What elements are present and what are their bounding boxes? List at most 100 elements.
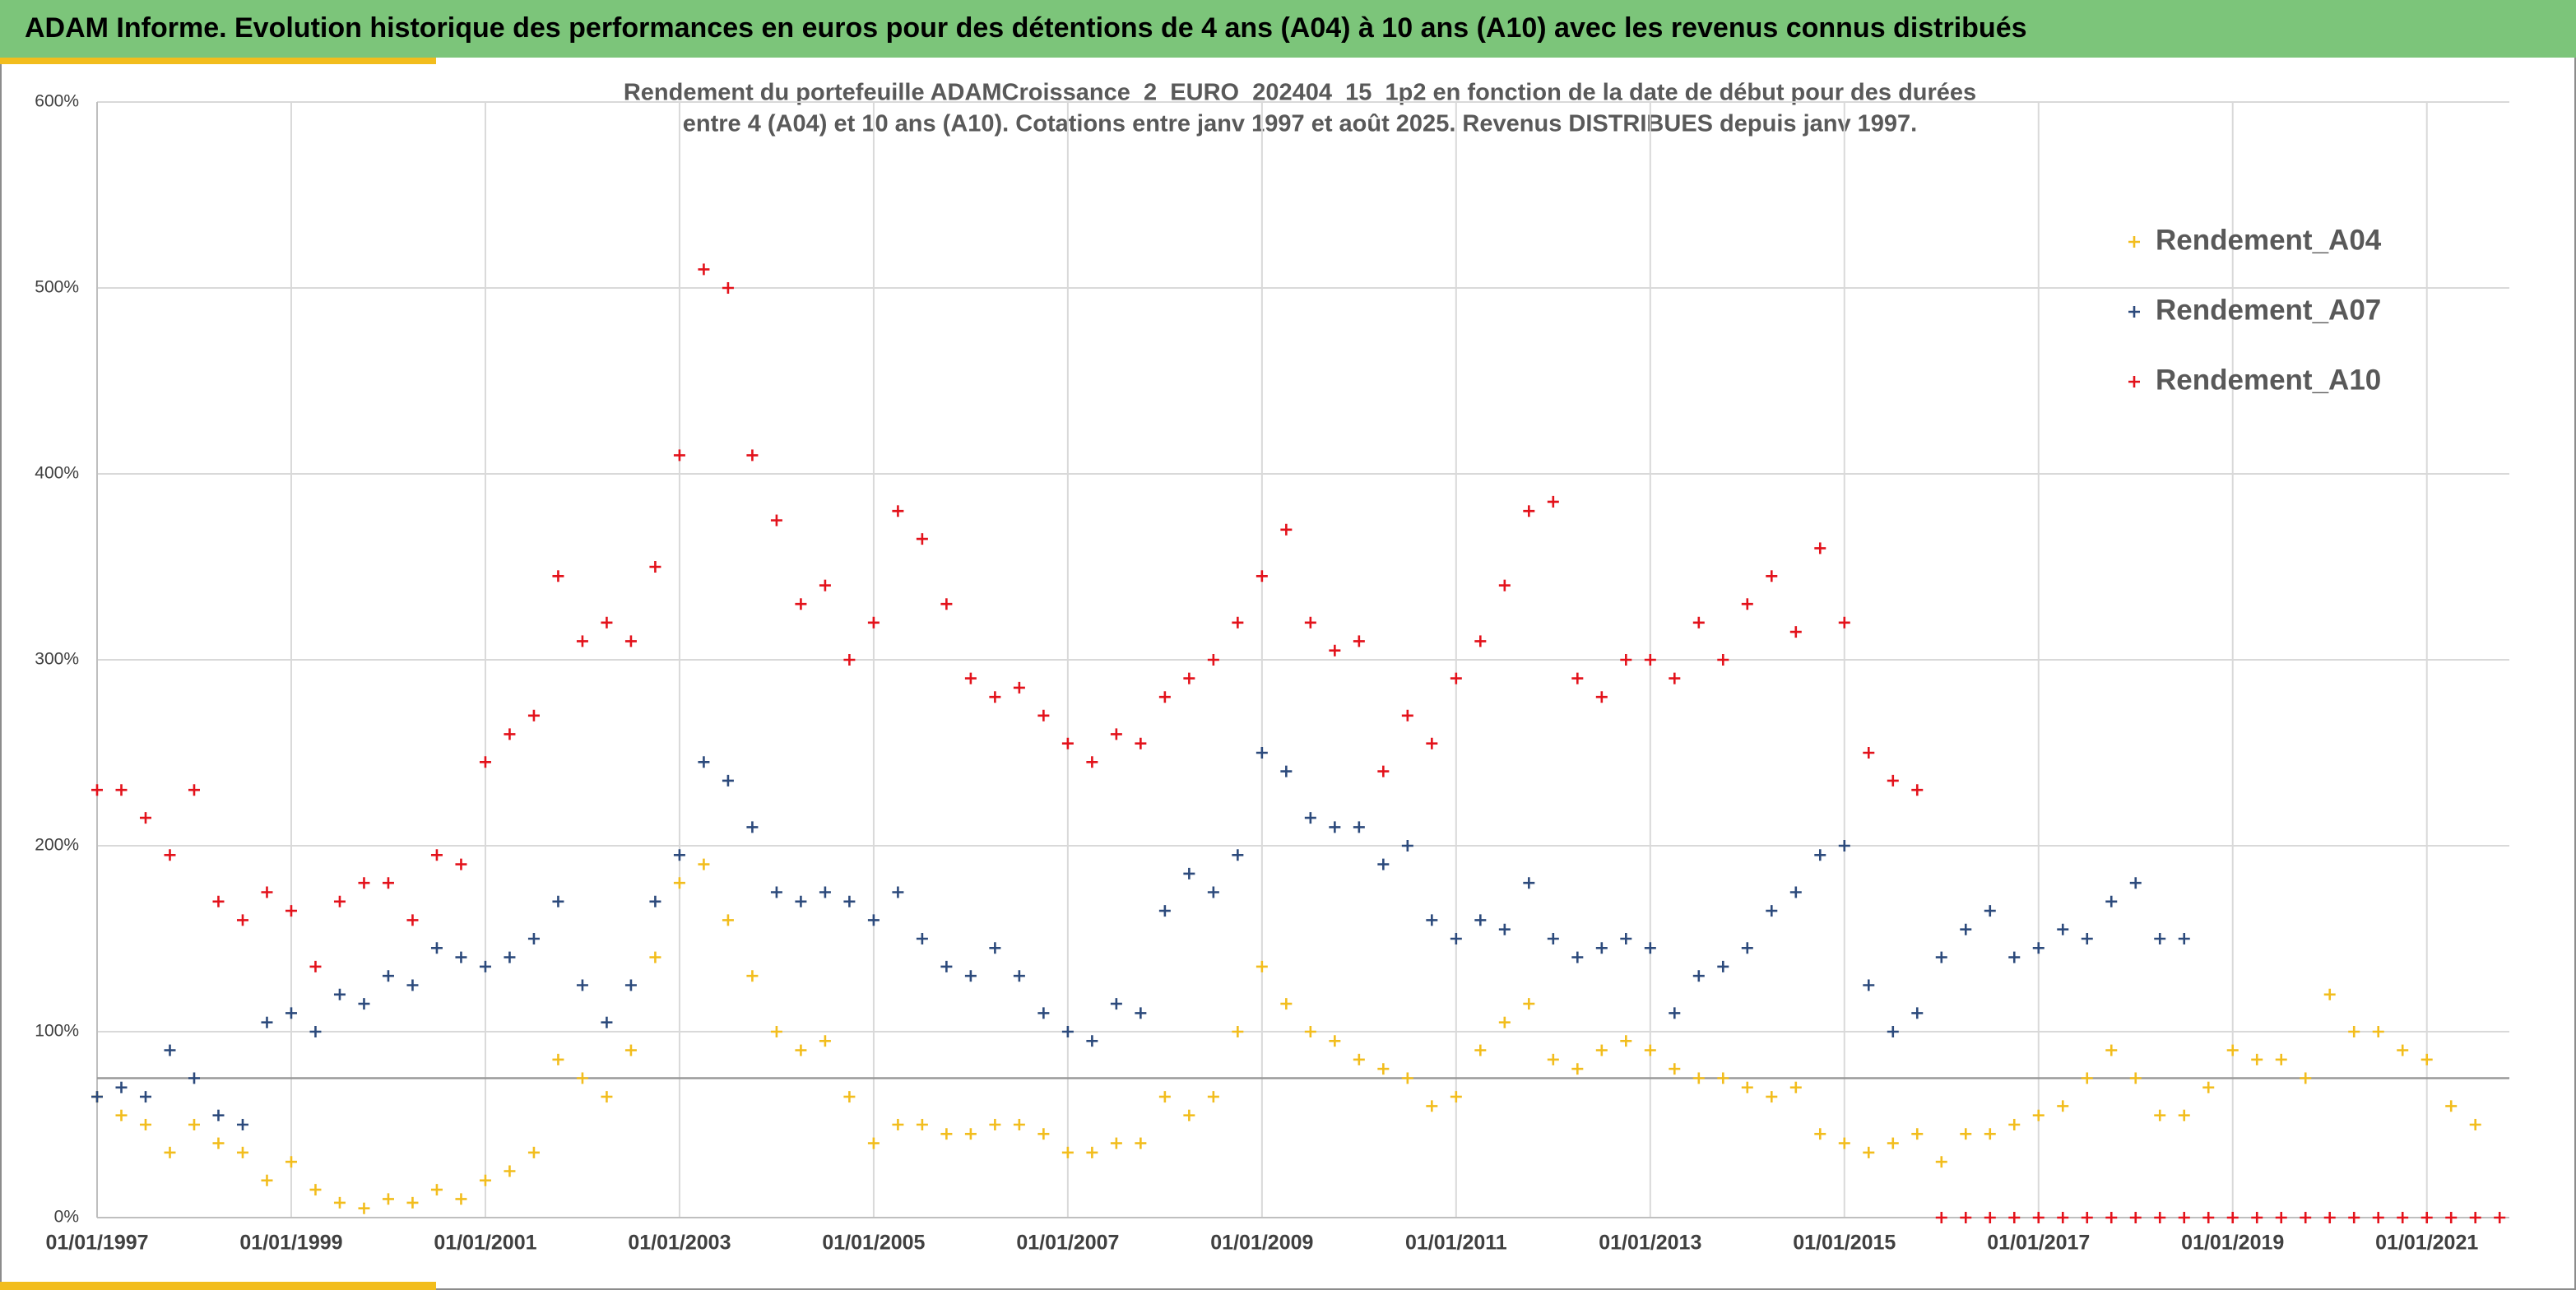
point [1547, 1053, 1559, 1065]
point [940, 598, 953, 610]
point [1766, 570, 1778, 582]
point [1061, 1026, 1074, 1037]
point [1037, 1128, 1050, 1140]
point [1814, 849, 1826, 861]
point [504, 1165, 516, 1177]
y-tick-label: 500% [35, 278, 79, 297]
point [649, 951, 661, 963]
point [188, 1119, 200, 1130]
point [1741, 942, 1753, 954]
point [1498, 923, 1511, 935]
point [1644, 942, 1656, 954]
point [261, 1174, 273, 1186]
point [115, 784, 128, 796]
point [1232, 1026, 1244, 1037]
point [1717, 654, 1729, 666]
point [285, 1156, 297, 1168]
point [795, 895, 807, 907]
y-tick-label: 600% [35, 92, 79, 111]
point [2323, 1212, 2336, 1223]
point [430, 942, 443, 954]
point [624, 1044, 637, 1056]
point [1498, 1016, 1511, 1028]
point [527, 933, 540, 944]
point [1353, 1053, 1365, 1065]
point [1789, 626, 1802, 638]
point [2154, 1109, 2166, 1121]
point [1086, 1146, 1098, 1158]
point [2372, 1212, 2384, 1223]
point [2032, 1212, 2045, 1223]
point [1450, 672, 1462, 684]
point [1256, 570, 1268, 582]
point [576, 1072, 588, 1084]
point [746, 821, 759, 833]
point [1984, 1128, 1996, 1140]
point [2081, 1212, 2093, 1223]
point [285, 1007, 297, 1019]
point [746, 970, 759, 982]
point [212, 895, 225, 907]
y-tick-label: 300% [35, 650, 79, 669]
point [1692, 616, 1705, 629]
point [649, 561, 661, 573]
point [989, 691, 1001, 703]
x-tick-label: 01/01/2021 [2375, 1232, 2478, 1255]
point [552, 570, 564, 582]
point [1353, 635, 1365, 647]
x-tick-label: 01/01/2001 [434, 1232, 536, 1255]
point [504, 728, 516, 740]
point [2469, 1212, 2481, 1223]
point [1984, 905, 1996, 917]
point [1620, 1035, 1632, 1047]
point [2300, 1212, 2312, 1223]
point [1571, 1063, 1584, 1075]
point [406, 914, 419, 926]
point [1960, 1212, 1972, 1223]
point [1304, 1026, 1316, 1037]
point [1377, 1063, 1390, 1075]
point [1766, 1091, 1778, 1103]
x-tick-label: 01/01/2011 [1405, 1232, 1507, 1255]
point [2397, 1044, 2409, 1056]
point [601, 1016, 613, 1028]
point [892, 1119, 904, 1130]
point [1887, 1026, 1899, 1037]
point [2275, 1053, 2287, 1065]
point [2105, 895, 2118, 907]
point [382, 970, 394, 982]
point [698, 756, 710, 768]
point [1863, 747, 1875, 759]
point [1474, 1044, 1487, 1056]
point [261, 1016, 273, 1028]
point [1329, 821, 1341, 833]
point [1789, 1081, 1802, 1093]
point [1595, 1044, 1608, 1056]
point [1183, 1109, 1195, 1121]
point [1669, 1007, 1681, 1019]
point [1426, 737, 1438, 749]
point [698, 858, 710, 870]
point [91, 784, 103, 796]
point [1329, 1035, 1341, 1047]
point [139, 1119, 151, 1130]
accent-bottom [0, 1282, 436, 1290]
point [964, 970, 977, 982]
legend-label: Rendement_A10 [2156, 364, 2381, 396]
point [1620, 654, 1632, 666]
point [188, 784, 200, 796]
x-tick-label: 01/01/2005 [822, 1232, 925, 1255]
point [504, 951, 516, 963]
point [430, 1184, 443, 1196]
point [722, 774, 734, 787]
point [1547, 933, 1559, 944]
point [455, 951, 467, 963]
point [1911, 1128, 1924, 1140]
point [1086, 1035, 1098, 1047]
point [867, 914, 880, 926]
point [2057, 923, 2069, 935]
point [1935, 951, 1947, 963]
point [649, 895, 661, 907]
accent-top [0, 58, 436, 64]
header-bar [0, 0, 2576, 58]
